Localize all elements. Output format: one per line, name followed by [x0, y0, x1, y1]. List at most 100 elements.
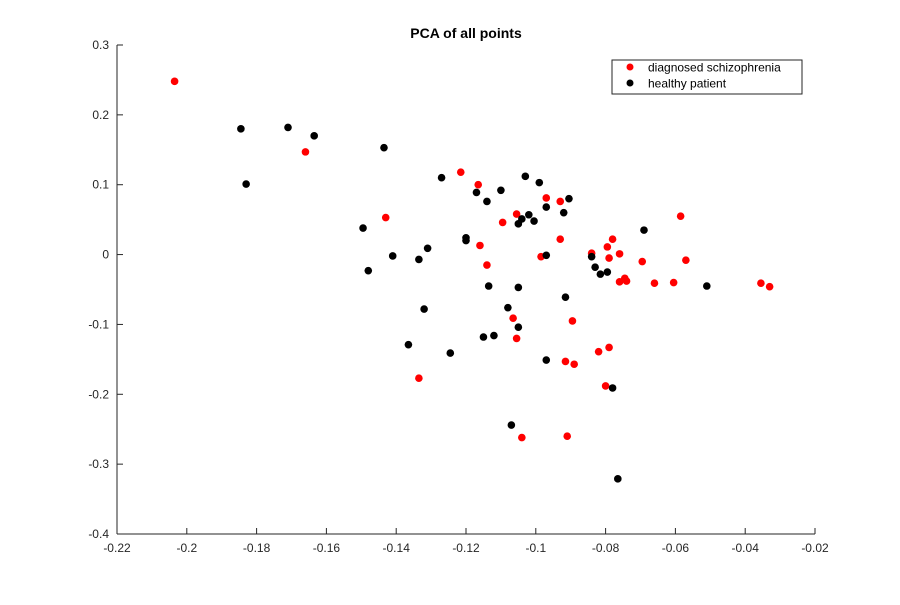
schizophrenia-point: [608, 235, 617, 244]
healthy-point: [608, 384, 617, 392]
schizophrenia-point: [669, 278, 678, 287]
healthy-point: [483, 197, 491, 206]
schizophrenia-point: [512, 210, 521, 218]
y-tick-label: 0.2: [92, 108, 109, 122]
schizophrenia-point: [474, 180, 483, 189]
schizophrenia-point: [765, 282, 774, 291]
healthy-point: [423, 244, 432, 253]
x-tick-label: -0.12: [452, 541, 480, 555]
schizophrenia-point: [301, 148, 310, 156]
schizophrenia-point: [605, 254, 613, 262]
healthy-point: [479, 333, 488, 341]
healthy-point: [490, 331, 498, 340]
healthy-point: [640, 226, 648, 234]
healthy-point: [310, 132, 318, 140]
healthy-point: [542, 251, 551, 260]
legend-label-healthy: healthy patient: [648, 77, 727, 91]
schizophrenia-point: [518, 433, 526, 442]
healthy-point: [472, 188, 481, 197]
x-tick-label: -0.1: [525, 541, 546, 555]
healthy-point: [521, 172, 530, 181]
schizophrenia-point: [757, 279, 765, 288]
x-tick-label: -0.06: [662, 541, 690, 555]
schizophrenia-point: [638, 257, 647, 266]
schizophrenia-point: [498, 218, 507, 227]
x-tick-label: -0.16: [313, 541, 341, 555]
schizophrenia-point: [605, 343, 613, 352]
healthy-point: [603, 268, 612, 276]
healthy-point: [565, 194, 573, 203]
healthy-point: [242, 180, 250, 188]
plot-area: [117, 45, 815, 534]
healthy-point: [484, 282, 493, 290]
chart-title: PCA of all points: [410, 25, 522, 41]
axes: -0.22 -0.2 -0.18 -0.16 -0.14 -0.12 -0.1 -0.08 -0…: [88, 38, 829, 555]
schizophrenia-point: [476, 241, 484, 250]
healthy-point: [561, 293, 570, 301]
healthy-point: [359, 224, 367, 232]
healthy-point: [587, 252, 596, 261]
schizophrenia-point: [509, 314, 517, 322]
healthy-point: [415, 255, 423, 264]
healthy-point: [437, 173, 446, 182]
schizophrenia-point: [615, 250, 624, 258]
healthy-point: [404, 340, 413, 349]
schizophrenia-point: [381, 213, 390, 222]
healthy-point: [420, 305, 428, 313]
legend: diagnosed schizophrenia healthy patient: [611, 59, 803, 95]
legend-marker-healthy: [626, 79, 634, 87]
healthy-point: [446, 349, 455, 357]
healthy-point: [507, 421, 516, 429]
schizophrenia-point: [556, 235, 565, 244]
data-points: [170, 77, 774, 483]
healthy-point: [535, 178, 544, 187]
legend-marker-schizophrenia: [626, 63, 634, 71]
healthy-point: [504, 303, 512, 312]
schizophrenia-point: [483, 261, 491, 269]
healthy-point: [591, 263, 599, 271]
x-tick-label: -0.22: [103, 541, 131, 555]
x-tick-label: -0.18: [243, 541, 271, 555]
y-tick-label: -0.4: [88, 527, 109, 541]
healthy-point: [559, 208, 568, 217]
healthy-point: [462, 236, 470, 245]
schizophrenia-point: [561, 357, 570, 366]
x-tick-label: -0.2: [176, 541, 197, 555]
schizophrenia-point: [568, 317, 577, 325]
healthy-point: [380, 143, 388, 152]
healthy-point: [388, 252, 397, 260]
healthy-point: [703, 282, 711, 290]
healthy-point: [518, 215, 526, 223]
healthy-point: [284, 123, 292, 132]
x-tick-label: -0.02: [801, 541, 829, 555]
healthy-point: [514, 323, 523, 332]
series-healthy: [237, 123, 711, 483]
x-tick-label: -0.08: [592, 541, 620, 555]
schizophrenia-point: [682, 256, 690, 264]
schizophrenia-point: [650, 279, 659, 288]
y-tick-label: 0.1: [92, 178, 109, 192]
schizophrenia-point: [563, 432, 572, 441]
healthy-point: [542, 203, 551, 211]
y-tick-label: -0.3: [88, 457, 109, 471]
schizophrenia-point: [601, 382, 610, 390]
schizophrenia-point: [622, 277, 631, 285]
schizophrenia-point: [603, 243, 612, 251]
schizophrenia-point: [512, 334, 521, 343]
schizophrenia-point: [542, 194, 551, 202]
healthy-point: [525, 210, 533, 219]
healthy-point: [237, 125, 245, 133]
schizophrenia-point: [570, 360, 578, 369]
healthy-point: [514, 283, 523, 292]
x-tick-label: -0.04: [732, 541, 760, 555]
legend-label-schizophrenia: diagnosed schizophrenia: [648, 61, 781, 75]
x-tick-label: -0.14: [383, 541, 411, 555]
y-tick-label: 0: [102, 248, 109, 262]
healthy-point: [530, 217, 538, 225]
schizophrenia-point: [676, 212, 685, 220]
legend-box: [611, 59, 803, 95]
healthy-point: [364, 266, 373, 275]
healthy-point: [542, 356, 551, 364]
